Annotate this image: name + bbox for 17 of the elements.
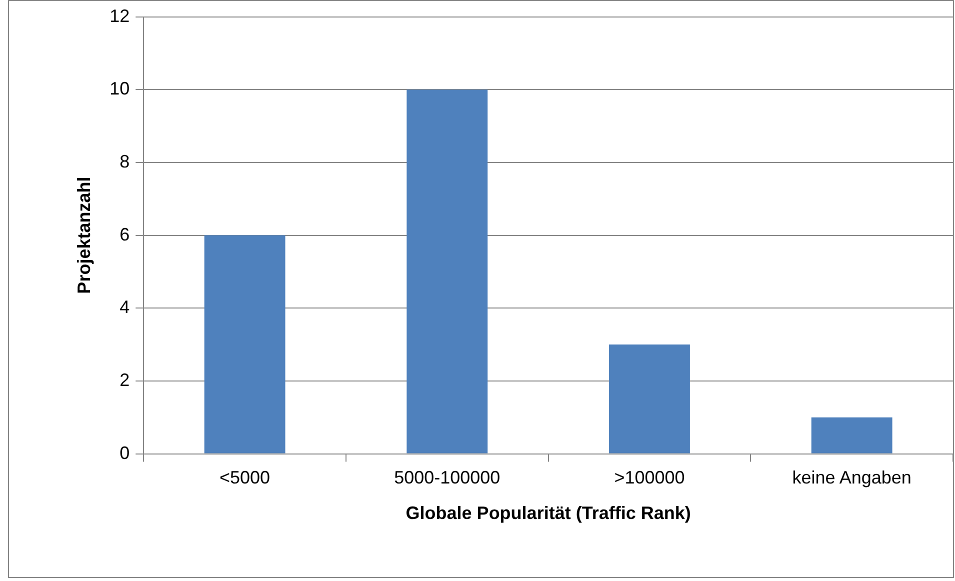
bar: [406, 90, 488, 454]
y-tick-label: 12: [110, 6, 130, 26]
bar: [609, 344, 690, 454]
x-tick-label: 5000-100000: [394, 468, 500, 488]
y-tick-label: 6: [120, 224, 130, 244]
bar: [811, 417, 892, 454]
y-tick-label: 8: [120, 151, 130, 172]
y-tick-label: 0: [120, 442, 130, 463]
y-tick-label: 2: [120, 370, 130, 390]
y-tick-label: 4: [120, 297, 130, 318]
bar: [204, 235, 286, 454]
y-tick-label: 10: [110, 78, 130, 99]
x-tick-label: >100000: [614, 468, 685, 488]
x-tick-label: keine Angaben: [792, 468, 912, 488]
y-axis-title: Projektanzahl: [74, 176, 94, 294]
x-tick-label: <5000: [220, 468, 270, 488]
x-axis-title: Globale Popularität (Traffic Rank): [406, 503, 691, 524]
